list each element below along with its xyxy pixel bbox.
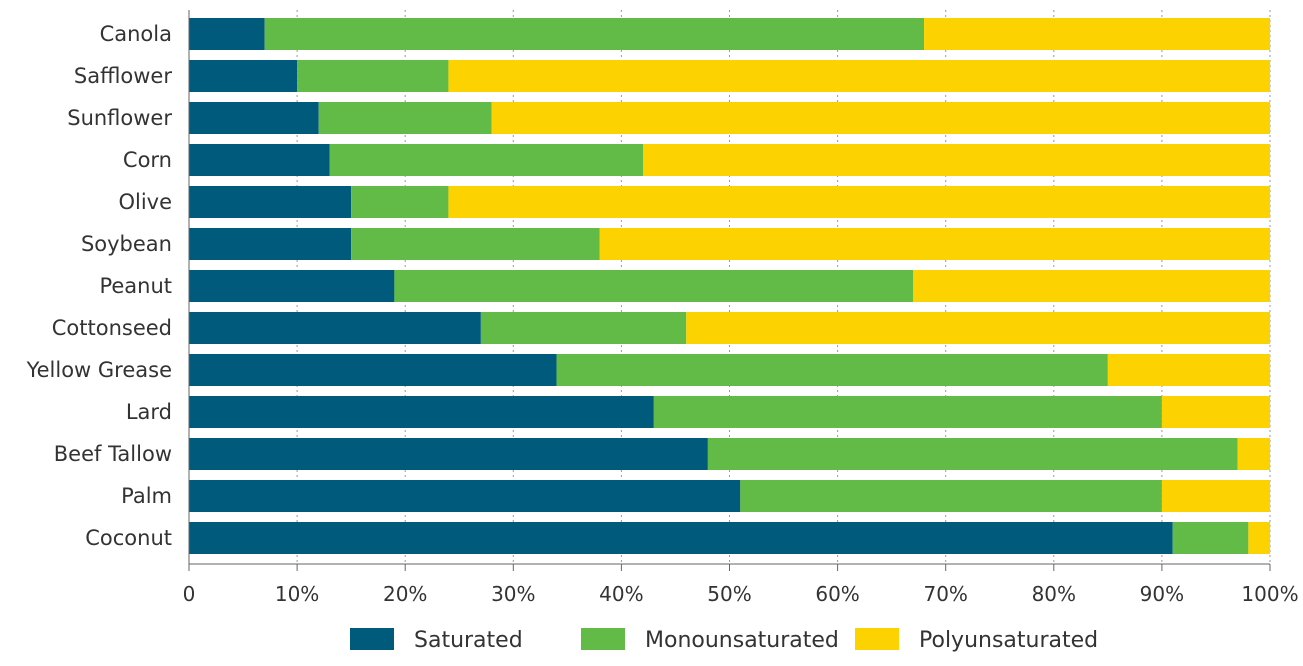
x-tick-label: 70% xyxy=(923,582,967,606)
legend: Saturated Monounsaturated Polyunsaturated xyxy=(350,628,1098,653)
category-label: Lard xyxy=(126,400,172,424)
bar-cottonseed-monounsaturated xyxy=(480,312,687,344)
bar-palm-saturated xyxy=(189,480,741,512)
bar-safflower-monounsaturated xyxy=(297,60,449,92)
x-tick-label: 0 xyxy=(183,582,196,606)
bar-yellow-grease-polyunsaturated xyxy=(1107,354,1270,386)
x-tick-label: 30% xyxy=(491,582,535,606)
bar-palm-polyunsaturated xyxy=(1161,480,1270,512)
bar-corn-monounsaturated xyxy=(329,144,644,176)
bar-safflower-polyunsaturated xyxy=(448,60,1270,92)
bar-beef-tallow-saturated xyxy=(189,438,708,470)
bar-coconut-saturated xyxy=(189,522,1173,554)
category-label: Safflower xyxy=(74,64,172,88)
bar-lard-saturated xyxy=(189,396,654,428)
bar-coconut-polyunsaturated xyxy=(1248,522,1270,554)
bar-soybean-polyunsaturated xyxy=(599,228,1270,260)
bar-palm-monounsaturated xyxy=(740,480,1162,512)
bar-yellow-grease-monounsaturated xyxy=(556,354,1108,386)
category-label: Sunflower xyxy=(67,106,172,130)
category-label: Palm xyxy=(121,484,172,508)
bar-yellow-grease-saturated xyxy=(189,354,557,386)
legend-swatch-saturated xyxy=(350,628,394,650)
x-tick-label: 40% xyxy=(599,582,643,606)
category-label: Corn xyxy=(123,148,172,172)
bar-olive-polyunsaturated xyxy=(448,186,1270,218)
x-tick-label: 100% xyxy=(1241,582,1298,606)
bar-sunflower-monounsaturated xyxy=(318,102,492,134)
legend-swatch-polyunsaturated xyxy=(855,628,899,650)
x-tick-label: 10% xyxy=(275,582,319,606)
category-label: Yellow Grease xyxy=(26,358,172,382)
bar-soybean-saturated xyxy=(189,228,352,260)
bar-peanut-monounsaturated xyxy=(394,270,914,302)
bar-sunflower-polyunsaturated xyxy=(491,102,1270,134)
axes xyxy=(188,10,1271,571)
category-label: Olive xyxy=(118,190,172,214)
legend-swatch-monounsaturated xyxy=(581,628,625,650)
x-tick-labels: 0 10% 20% 30% 40% 50% 60% 70% 80% 90% 100% xyxy=(183,582,1299,606)
bar-lard-polyunsaturated xyxy=(1161,396,1270,428)
category-label: Coconut xyxy=(85,526,172,550)
bar-beef-tallow-monounsaturated xyxy=(707,438,1238,470)
bar-lard-monounsaturated xyxy=(653,396,1162,428)
category-labels: Canola Safflower Sunflower Corn Olive Soybean… xyxy=(26,22,173,550)
legend-label-saturated: Saturated xyxy=(414,628,523,653)
bar-olive-saturated xyxy=(189,186,352,218)
category-label: Cottonseed xyxy=(52,316,172,340)
bar-beef-tallow-polyunsaturated xyxy=(1237,438,1270,470)
category-label: Beef Tallow xyxy=(54,442,172,466)
bar-sunflower-saturated xyxy=(189,102,319,134)
legend-label-polyunsaturated: Polyunsaturated xyxy=(919,628,1098,653)
bar-canola-monounsaturated xyxy=(264,18,925,50)
bar-peanut-polyunsaturated xyxy=(913,270,1270,302)
x-tick-label: 60% xyxy=(815,582,859,606)
bar-corn-polyunsaturated xyxy=(643,144,1270,176)
x-tick-label: 50% xyxy=(707,582,751,606)
bar-cottonseed-saturated xyxy=(189,312,481,344)
category-label: Canola xyxy=(100,22,172,46)
legend-label-monounsaturated: Monounsaturated xyxy=(645,628,839,653)
bar-canola-saturated xyxy=(189,18,265,50)
bar-soybean-monounsaturated xyxy=(351,228,600,260)
bar-cottonseed-polyunsaturated xyxy=(686,312,1270,344)
bar-canola-polyunsaturated xyxy=(924,18,1270,50)
category-label: Peanut xyxy=(99,274,172,298)
bar-olive-monounsaturated xyxy=(351,186,449,218)
bar-safflower-saturated xyxy=(189,60,298,92)
bars xyxy=(189,18,1270,554)
bar-corn-saturated xyxy=(189,144,330,176)
x-tick-label: 90% xyxy=(1140,582,1184,606)
category-label: Soybean xyxy=(81,232,172,256)
x-tick-label: 20% xyxy=(383,582,427,606)
bar-coconut-monounsaturated xyxy=(1172,522,1249,554)
bar-peanut-saturated xyxy=(189,270,395,302)
x-tick-label: 80% xyxy=(1032,582,1076,606)
